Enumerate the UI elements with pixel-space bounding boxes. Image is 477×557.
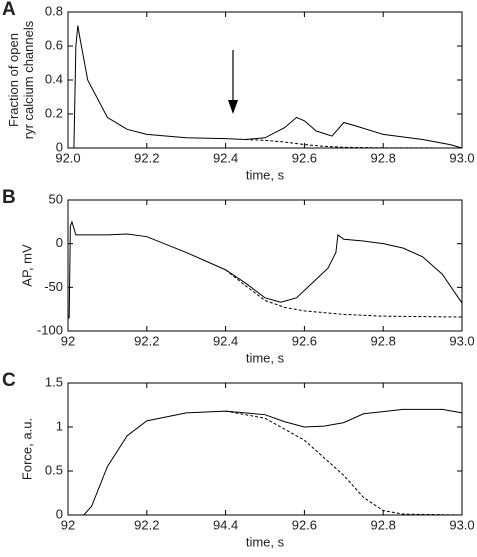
x-tick-label: 92: [61, 333, 75, 348]
x-axis-label: time, s: [246, 350, 285, 365]
series-line: [68, 25, 463, 149]
y-tick-label: 0: [56, 235, 63, 250]
y-tick-label: 0.4: [45, 71, 63, 86]
y-axis-label: AP, mV: [19, 244, 34, 287]
x-tick-label: 93.0: [449, 333, 474, 348]
x-tick-label: 92: [61, 517, 75, 532]
y-axis-label: Fraction of open: [6, 33, 21, 127]
x-tick-label: 94.4: [213, 517, 238, 532]
y-tick-label: -50: [44, 279, 63, 294]
panel-label: C: [2, 370, 16, 391]
x-tick-label: 92.6: [292, 333, 317, 348]
series-line: [245, 139, 463, 149]
x-tick-label: 92.2: [134, 150, 159, 165]
x-tick-label: 92.2: [134, 333, 159, 348]
panel-label: B: [2, 187, 16, 208]
series-line: [68, 220, 463, 319]
y-tick-label: 50: [49, 191, 63, 206]
x-tick-label: 92.6: [292, 150, 317, 165]
x-axis-label: time, s: [246, 167, 285, 182]
y-tick-label: 0: [56, 139, 63, 154]
series-line: [225, 410, 463, 516]
arrow-head: [228, 100, 238, 114]
series-line: [68, 408, 463, 516]
panel-label: A: [2, 0, 16, 20]
y-tick-label: 1: [56, 418, 63, 433]
x-tick-label: 92.0: [55, 150, 80, 165]
plot-frame: [67, 199, 463, 332]
x-tick-label: 92.8: [371, 517, 396, 532]
y-axis-label: Force, a.u.: [19, 418, 34, 480]
x-tick-label: 92.8: [371, 333, 396, 348]
y-tick-label: 0.5: [45, 462, 63, 477]
x-tick-label: 92.4: [213, 333, 238, 348]
plot-frame: [67, 382, 463, 516]
y-tick-label: 0.6: [45, 37, 63, 52]
x-tick-label: 93.0: [449, 517, 474, 532]
series-line: [225, 269, 463, 318]
y-tick-label: 0.8: [45, 3, 63, 18]
x-tick-label: 92.8: [371, 150, 396, 165]
x-axis-label: time, s: [246, 534, 285, 549]
y-axis-label: ryr calcium channels: [21, 20, 36, 139]
x-tick-label: 93.0: [449, 150, 474, 165]
y-tick-label: 0.2: [45, 105, 63, 120]
x-tick-label: 92.2: [134, 517, 159, 532]
y-tick-label: -100: [37, 322, 63, 337]
x-tick-label: 92.4: [213, 150, 238, 165]
y-tick-label: 1.5: [45, 374, 63, 389]
y-tick-label: 0: [56, 506, 63, 521]
x-tick-label: 92.6: [292, 517, 317, 532]
plot-frame: [67, 11, 463, 149]
